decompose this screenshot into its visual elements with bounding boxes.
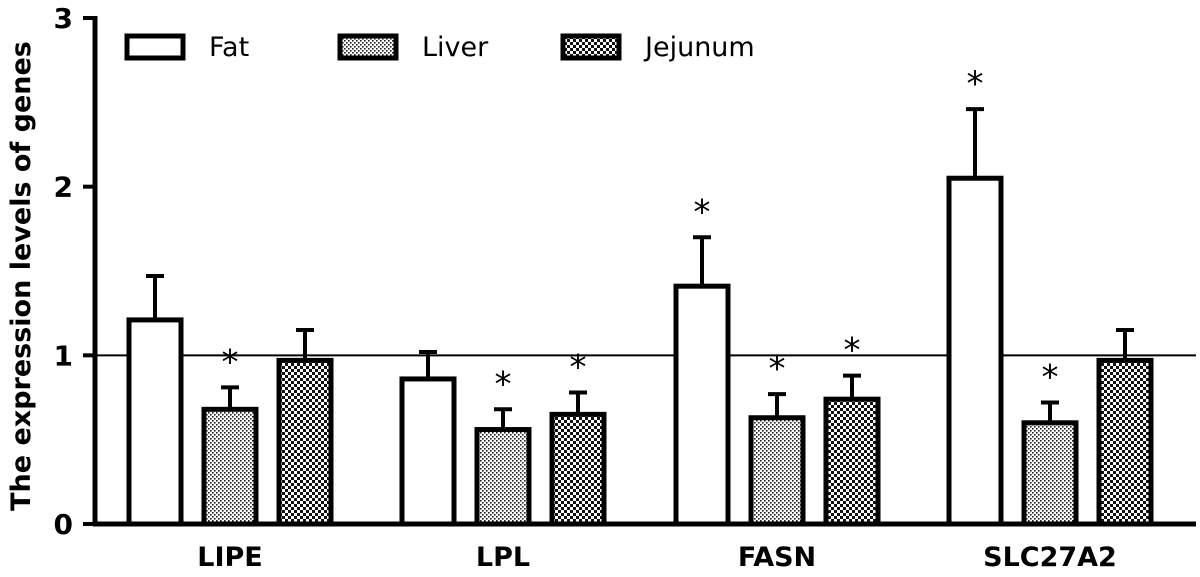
significance-marker: * — [844, 331, 861, 371]
x-tick-label: LIPE — [197, 542, 262, 573]
y-tick-label: 1 — [54, 339, 73, 372]
bar-jejunum — [549, 411, 607, 527]
x-tick-label: FASN — [738, 542, 816, 573]
legend-label-jejunum: Jejunum — [643, 32, 755, 63]
x-tick-label: LPL — [476, 542, 530, 573]
bar-jejunum — [1096, 357, 1154, 527]
legend-swatch-fat — [124, 33, 186, 61]
bar-fat — [946, 175, 1004, 527]
bar-liver — [201, 406, 259, 527]
bars-group: * * * * * * * * — [126, 64, 1154, 527]
bar-jejunum — [276, 357, 334, 527]
significance-marker: * — [495, 364, 512, 404]
x-tick-label: SLC27A2 — [983, 542, 1117, 573]
significance-marker: * — [694, 192, 711, 232]
y-tick-label: 2 — [54, 171, 73, 204]
y-axis-label: The expression levels of genes — [6, 41, 37, 511]
bar-jejunum — [823, 396, 881, 527]
significance-marker: * — [1042, 358, 1059, 398]
significance-marker: * — [967, 64, 984, 104]
bar-fat — [673, 283, 731, 527]
bar-fat — [126, 317, 184, 527]
legend-label-fat: Fat — [209, 32, 249, 63]
y-tick-label: 0 — [54, 508, 73, 541]
bar-fat — [399, 376, 457, 527]
legend: Fat Liver Jejunum — [124, 32, 755, 63]
legend-swatch-liver — [337, 33, 399, 61]
legend-swatch-jejunum — [560, 33, 622, 61]
legend-label-liver: Liver — [422, 32, 489, 63]
bar-liver — [748, 415, 806, 527]
significance-marker: * — [769, 349, 786, 389]
significance-marker: * — [222, 342, 239, 382]
y-tick-label: 3 — [54, 2, 73, 35]
significance-marker: * — [570, 347, 587, 387]
bar-liver — [474, 427, 532, 527]
bar-liver — [1021, 420, 1079, 527]
